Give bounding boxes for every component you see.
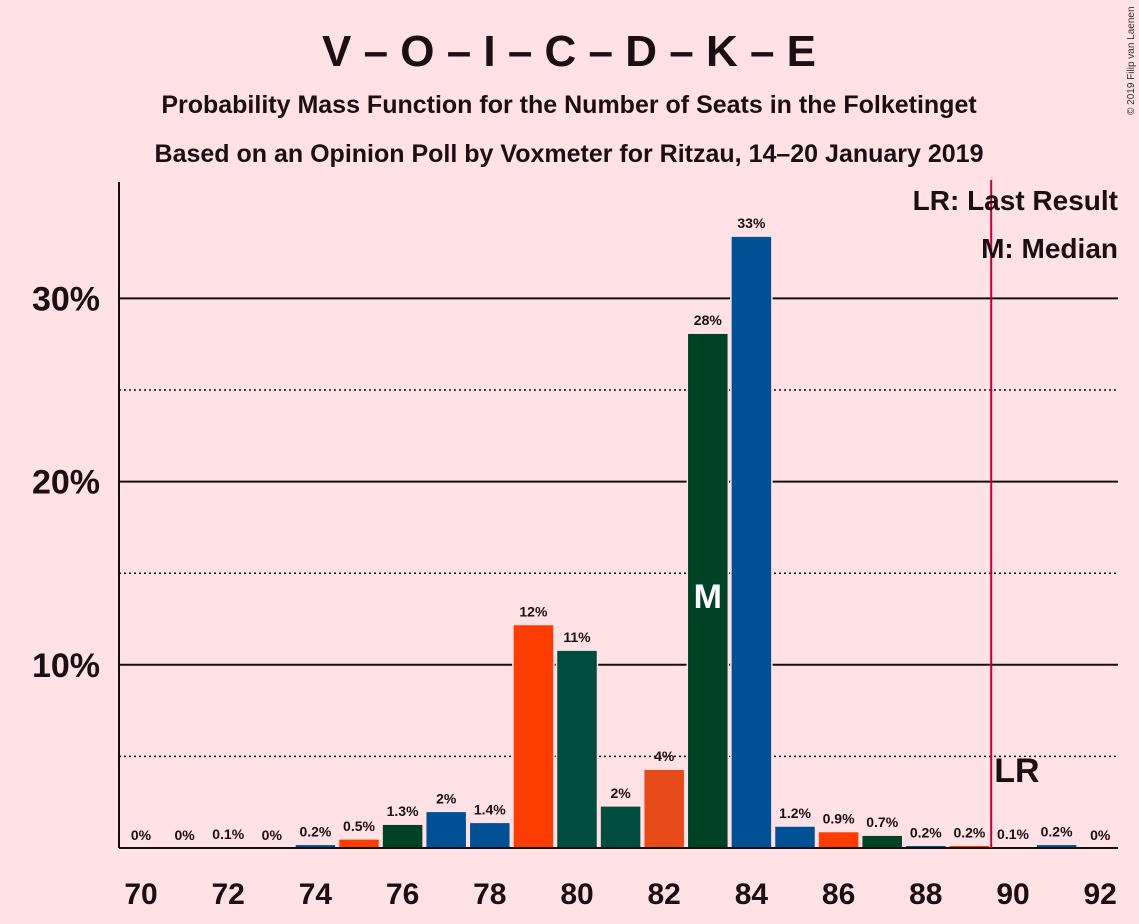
y-tick-label: 30% (32, 280, 100, 318)
x-tick-label: 88 (909, 878, 942, 911)
data-label-seat-90: 0.1% (997, 826, 1029, 842)
last-result-marker: LR (994, 752, 1039, 790)
bar-seat-83 (686, 332, 730, 849)
data-label-seat-85: 1.2% (779, 805, 811, 821)
x-axis: 70 72 74 76 78 80 82 84 86 88 90 92 (119, 847, 1118, 911)
y-tick-label: 10% (32, 647, 100, 685)
legend-median: M: Median (981, 233, 1118, 264)
data-label-seat-84: 33% (737, 215, 766, 231)
data-label-seat-76: 1.3% (387, 803, 419, 819)
data-label-seat-78: 1.4% (474, 801, 506, 817)
bar-seat-75 (337, 838, 381, 849)
data-label-seat-92: 0% (1090, 827, 1111, 843)
data-label-seat-86: 0.9% (823, 811, 855, 827)
chart-subtitle: Probability Mass Function for the Number… (161, 91, 977, 119)
data-label-seat-88: 0.2% (910, 824, 942, 840)
data-label-seat-74: 0.2% (299, 823, 331, 839)
x-tick-label: 90 (996, 878, 1029, 911)
x-tick-label: 82 (648, 878, 681, 911)
bar-seat-76 (381, 823, 424, 849)
markers: LR M (694, 180, 1040, 848)
y-axis: 10% 20% 30% (32, 182, 120, 848)
x-tick-label: 74 (299, 878, 333, 911)
data-label-seat-82: 4% (654, 748, 675, 764)
data-label-seat-72: 0.1% (212, 826, 244, 842)
data-label-seat-91: 0.2% (1041, 823, 1073, 839)
data-label-seat-71: 0% (174, 827, 195, 843)
copyright-note: © 2019 Filip van Laenen (1126, 6, 1137, 115)
data-label-seat-83: 28% (694, 312, 723, 328)
x-tick-label: 70 (124, 878, 157, 911)
bars (206, 235, 1078, 849)
data-label-seat-89: 0.2% (953, 824, 985, 840)
x-tick-label: 72 (212, 878, 245, 911)
bar-seat-87 (860, 834, 904, 849)
data-label-seat-81: 2% (610, 785, 631, 801)
chart-title: V – O – I – C – D – K – E (322, 27, 816, 76)
data-label-seat-79: 12% (519, 603, 548, 619)
data-label-seat-87: 0.7% (866, 814, 898, 830)
bar-seat-80 (555, 649, 599, 849)
x-tick-label: 80 (560, 878, 593, 911)
legend-last-result: LR: Last Result (913, 185, 1118, 216)
x-tick-label: 76 (386, 878, 419, 911)
bar-seat-78 (468, 821, 512, 849)
bar-seat-84 (730, 235, 773, 849)
x-tick-label: 78 (473, 878, 506, 911)
chart-subtitle-2: Based on an Opinion Poll by Voxmeter for… (155, 140, 984, 168)
data-label-seat-77: 2% (436, 790, 457, 806)
data-label-seat-80: 11% (563, 629, 591, 645)
median-marker: M (694, 578, 722, 616)
data-label-seat-75: 0.5% (343, 818, 375, 834)
gridlines (119, 297, 1118, 758)
data-label-seat-73: 0% (262, 827, 283, 843)
y-tick-label: 20% (32, 464, 100, 502)
bar-seat-86 (817, 830, 860, 849)
x-tick-label: 84 (735, 878, 769, 911)
x-tick-label: 92 (1084, 878, 1117, 911)
bar-seat-82 (642, 768, 686, 849)
bar-seat-85 (773, 825, 817, 849)
data-label-seat-70: 0% (131, 827, 152, 843)
bar-seat-77 (424, 810, 468, 849)
data-labels: 0% 0% 0.1% 0% 0.2% 0.5% 1.3% 2% 1.4% 12% 11% 2% 4% 28… (131, 215, 1111, 843)
bar-seat-79 (512, 623, 555, 849)
x-tick-label: 86 (822, 878, 855, 911)
bar-seat-81 (599, 805, 642, 849)
